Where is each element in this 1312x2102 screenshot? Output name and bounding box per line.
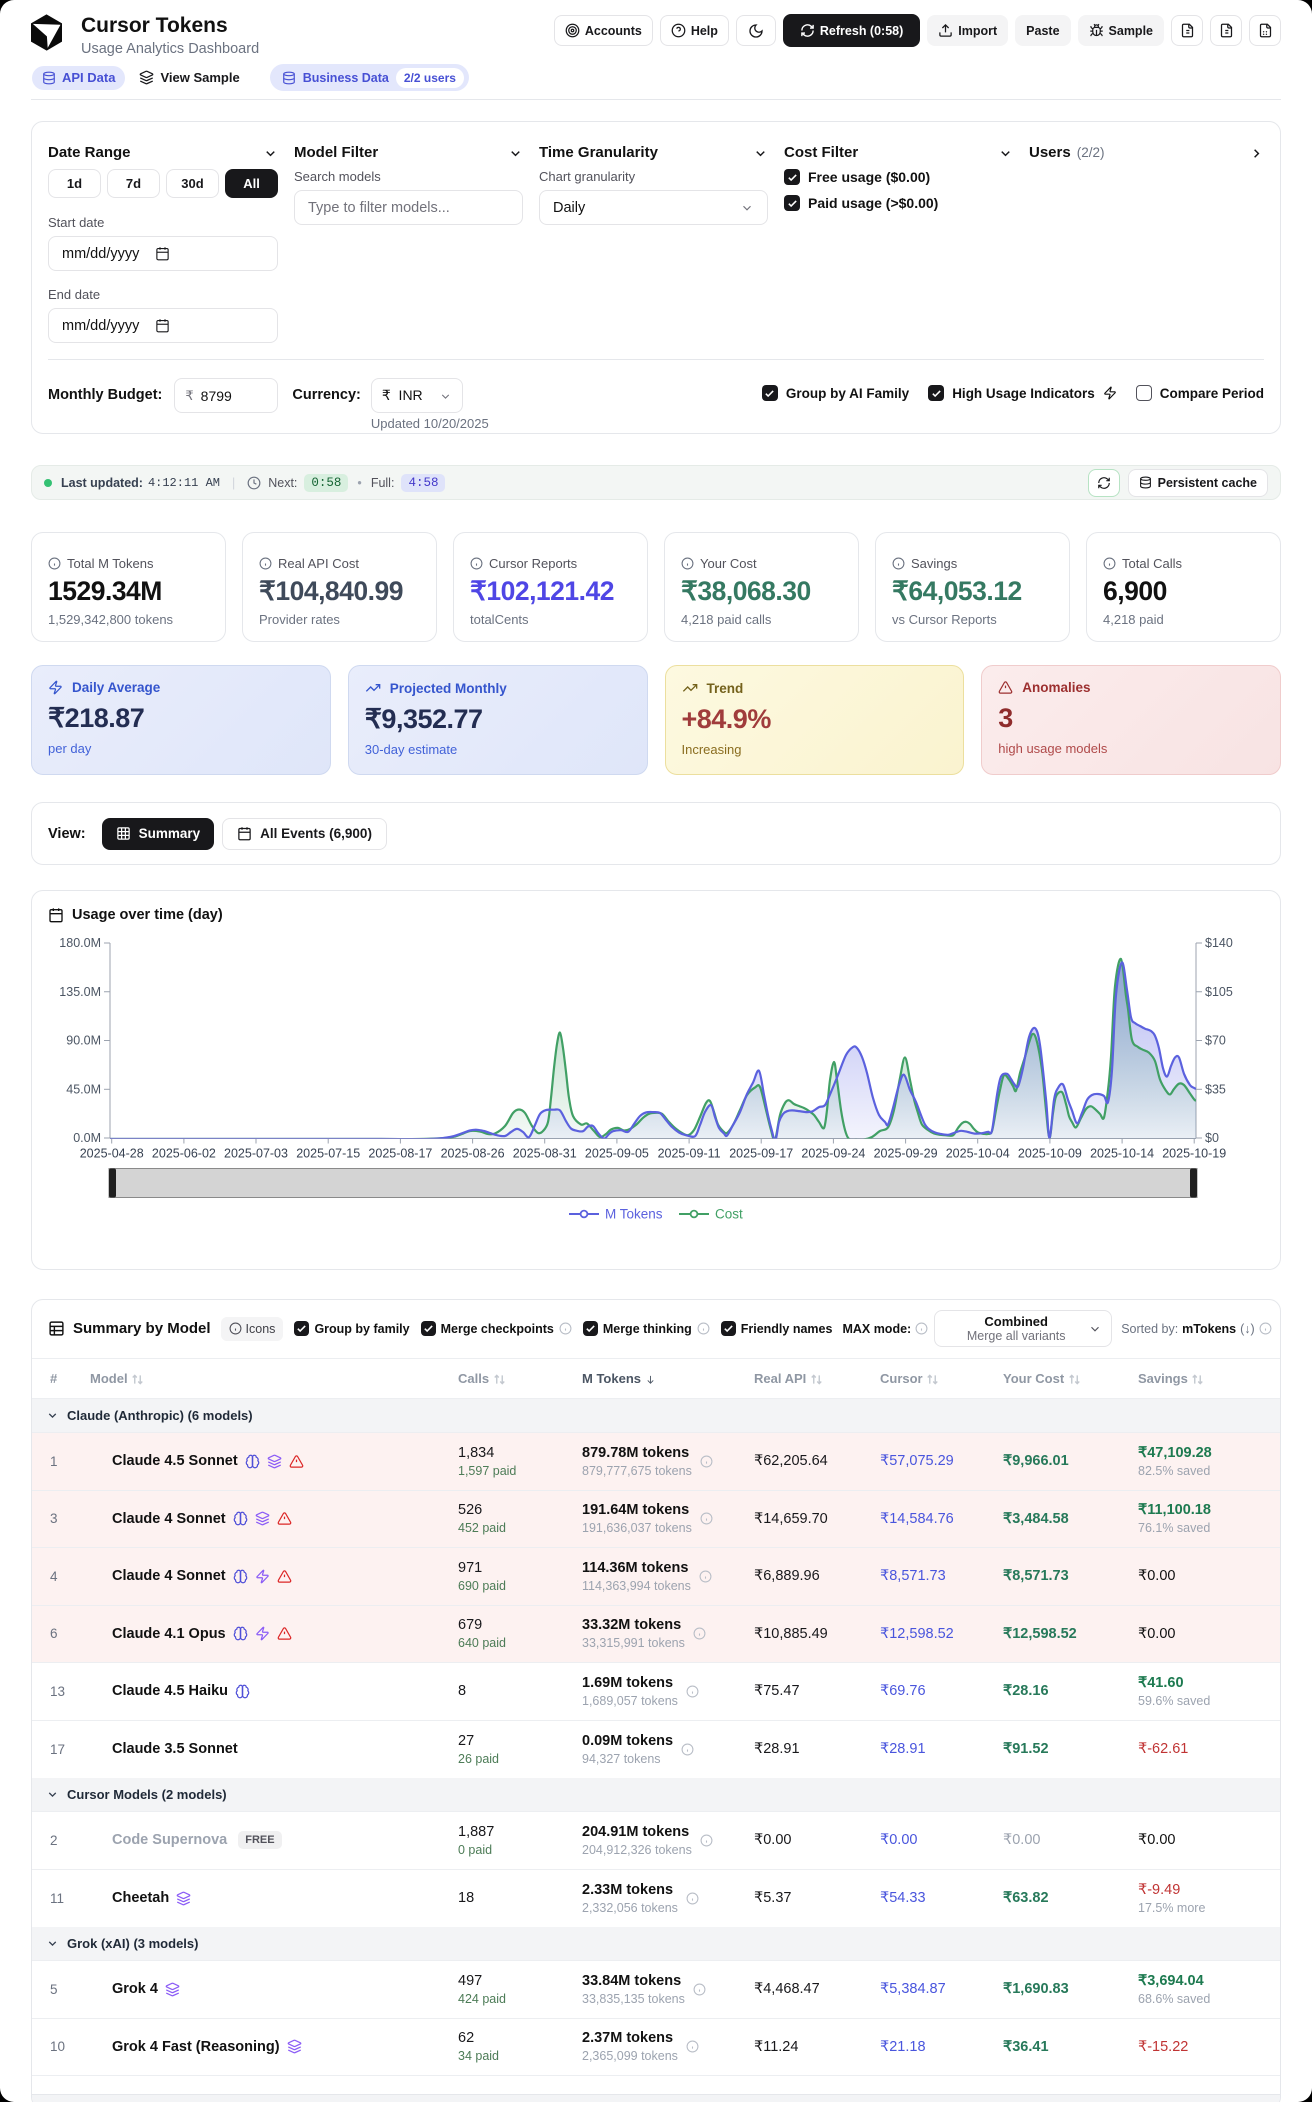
- svg-text:2025-09-24: 2025-09-24: [801, 1147, 865, 1161]
- svg-text:M Tokens: M Tokens: [605, 1207, 663, 1222]
- svg-text:Cost: Cost: [715, 1207, 743, 1222]
- svg-text:$0: $0: [1205, 1131, 1219, 1145]
- svg-text:2025-06-02: 2025-06-02: [152, 1147, 216, 1161]
- svg-text:$105: $105: [1205, 985, 1233, 999]
- svg-text:2025-07-03: 2025-07-03: [224, 1147, 288, 1161]
- svg-text:0.0M: 0.0M: [73, 1131, 101, 1145]
- svg-text:45.0M: 45.0M: [66, 1082, 101, 1096]
- svg-text:$70: $70: [1205, 1034, 1226, 1048]
- svg-text:2025-10-09: 2025-10-09: [1018, 1147, 1082, 1161]
- svg-text:2025-08-17: 2025-08-17: [368, 1147, 432, 1161]
- svg-text:2025-08-31: 2025-08-31: [513, 1147, 577, 1161]
- svg-text:2025-04-28: 2025-04-28: [80, 1147, 144, 1161]
- svg-text:135.0M: 135.0M: [59, 985, 101, 999]
- svg-text:2025-10-04: 2025-10-04: [946, 1147, 1010, 1161]
- svg-text:2025-10-14: 2025-10-14: [1090, 1147, 1154, 1161]
- svg-text:90.0M: 90.0M: [66, 1034, 101, 1048]
- svg-text:2025-09-11: 2025-09-11: [658, 1147, 721, 1161]
- svg-text:2025-07-15: 2025-07-15: [296, 1147, 360, 1161]
- svg-text:2025-08-26: 2025-08-26: [441, 1147, 505, 1161]
- svg-text:2025-09-05: 2025-09-05: [585, 1147, 649, 1161]
- svg-text:$35: $35: [1205, 1082, 1226, 1096]
- svg-text:2025-09-29: 2025-09-29: [874, 1147, 938, 1161]
- svg-text:$140: $140: [1205, 936, 1233, 950]
- svg-text:180.0M: 180.0M: [59, 936, 101, 950]
- svg-text:2025-10-19: 2025-10-19: [1162, 1147, 1226, 1161]
- svg-text:2025-09-17: 2025-09-17: [729, 1147, 793, 1161]
